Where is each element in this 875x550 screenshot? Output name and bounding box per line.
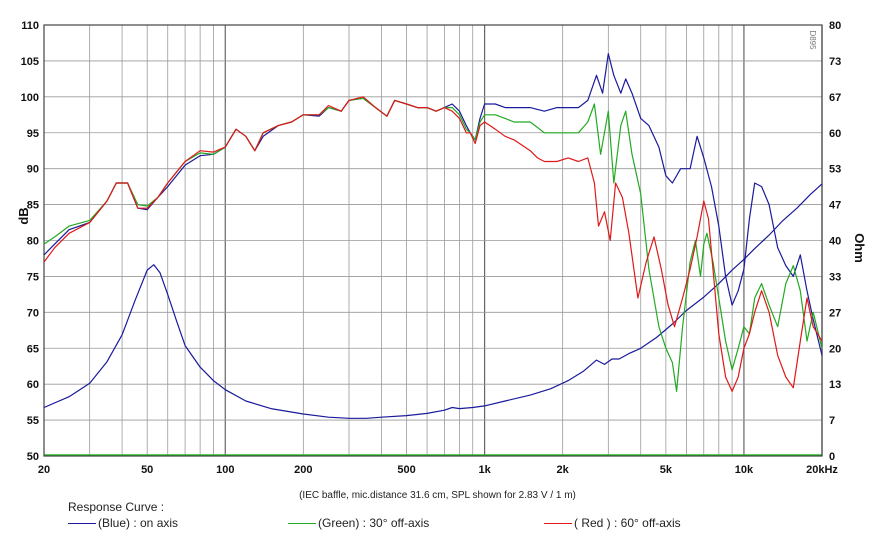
legend-swatch-red <box>544 523 572 525</box>
right-axis-tick-label: 7 <box>829 415 835 427</box>
x-axis-tick-label: 20kHz <box>806 464 838 476</box>
left-axis-tick-label: 80 <box>27 236 39 248</box>
right-axis-tick-label: 40 <box>829 236 841 248</box>
legend-label-blue: (Blue) : on axis <box>98 516 179 530</box>
right-axis-tick-label: 13 <box>829 379 841 391</box>
x-axis-tick-label: 1k <box>478 464 491 476</box>
right-axis-tick-label: 53 <box>829 164 841 176</box>
left-axis-tick-label: 100 <box>21 92 39 104</box>
x-axis-tick-label: 500 <box>397 464 415 476</box>
corner-reference-text: D895 <box>808 30 817 50</box>
left-axis-tick-label: 60 <box>27 379 39 391</box>
left-axis-tick-label: 105 <box>21 56 39 68</box>
legend-title: Response Curve : <box>68 500 165 514</box>
left-axis-tick-label: 55 <box>27 415 39 427</box>
right-axis-tick-label: 73 <box>829 56 841 68</box>
legend-item-blue: (Blue) : on axis <box>68 516 178 530</box>
legend-swatch-blue <box>68 523 96 525</box>
right-axis-tick-label: 33 <box>829 271 841 283</box>
left-axis-tick-label: 85 <box>27 200 39 212</box>
plot-frame <box>43 24 823 457</box>
right-axis-tick-label: 20 <box>829 343 841 355</box>
left-axis-label: dB <box>16 207 31 224</box>
measurement-note: (IEC baffle, mic.distance 31.6 cm, SPL s… <box>299 490 576 501</box>
right-axis-tick-label: 27 <box>829 307 841 319</box>
left-axis-tick-label: 70 <box>27 307 39 319</box>
right-axis-tick-label: 67 <box>829 92 841 104</box>
x-axis-tick-label: 2k <box>557 464 570 476</box>
left-axis-tick-label: 65 <box>27 343 39 355</box>
left-axis-tick-label: 110 <box>21 20 39 32</box>
left-axis-tick-label: 75 <box>27 271 39 283</box>
left-axis-tick-label: 95 <box>27 128 39 140</box>
x-axis-tick-label: 5k <box>660 464 673 476</box>
x-axis-tick-label: 50 <box>141 464 153 476</box>
series-line-60-off-axis <box>43 96 823 392</box>
right-axis-tick-label: 47 <box>829 200 841 212</box>
right-axis-tick-label: 0 <box>829 451 835 463</box>
legend-item-red: ( Red ) : 60° off-axis <box>544 516 681 530</box>
left-axis-tick-label: 90 <box>27 164 39 176</box>
legend-swatch-green <box>288 523 316 525</box>
right-axis-label: Ohm <box>852 233 867 263</box>
x-axis-tick-label: 100 <box>216 464 234 476</box>
legend-label-red: ( Red ) : 60° off-axis <box>574 516 681 530</box>
x-axis-tick-label: 200 <box>294 464 312 476</box>
legend-label-green: (Green) : 30° off-axis <box>318 516 430 530</box>
left-axis-tick-label: 50 <box>27 451 39 463</box>
x-axis-tick-label: 10k <box>735 464 754 476</box>
legend-item-green: (Green) : 30° off-axis <box>288 516 429 530</box>
right-axis-tick-label: 60 <box>829 128 841 140</box>
x-axis-tick-label: 20 <box>38 464 50 476</box>
series-line-impedance <box>43 183 823 419</box>
right-axis-tick-label: 80 <box>829 20 841 32</box>
